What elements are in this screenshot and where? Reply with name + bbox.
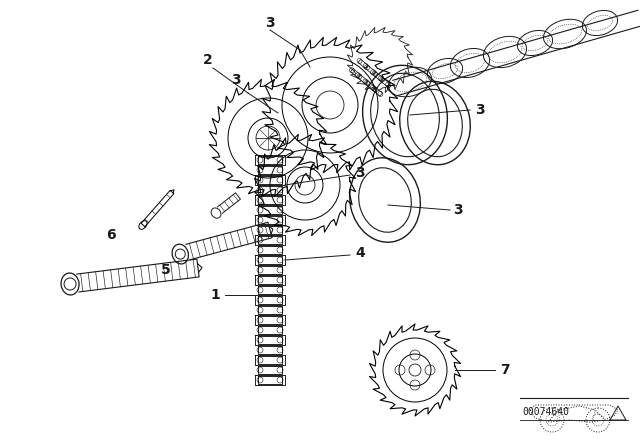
- Text: 5: 5: [161, 263, 171, 277]
- Text: 3: 3: [475, 103, 484, 117]
- Text: 3: 3: [265, 16, 275, 30]
- Text: 1: 1: [211, 288, 220, 302]
- Text: 3: 3: [453, 203, 463, 217]
- Text: 3: 3: [355, 166, 365, 180]
- Text: 00074640: 00074640: [522, 407, 569, 417]
- Text: 7: 7: [500, 363, 509, 377]
- Text: 4: 4: [355, 246, 365, 260]
- Text: 2: 2: [203, 53, 213, 67]
- Text: 3: 3: [231, 73, 241, 87]
- Text: 6: 6: [106, 228, 116, 242]
